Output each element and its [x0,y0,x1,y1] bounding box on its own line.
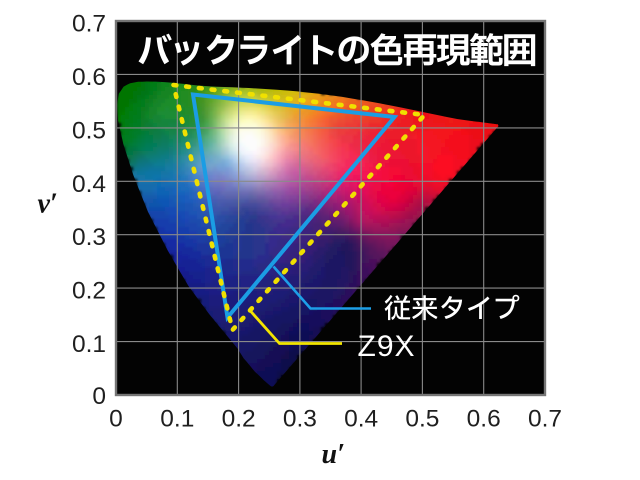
svg-text:0.7: 0.7 [72,11,106,38]
svg-text:0.7: 0.7 [528,406,562,433]
svg-text:0.4: 0.4 [72,171,106,198]
svg-text:0.2: 0.2 [222,406,256,433]
svg-text:0.2: 0.2 [72,278,106,305]
svg-text:0.5: 0.5 [405,406,439,433]
svg-text:0.1: 0.1 [72,331,106,358]
svg-text:0: 0 [92,383,106,410]
svg-text:0.6: 0.6 [467,406,501,433]
svg-text:0.6: 0.6 [72,64,106,91]
svg-text:0: 0 [109,406,123,433]
svg-text:u′: u′ [322,439,345,470]
svg-text:0.4: 0.4 [344,406,378,433]
svg-text:0.3: 0.3 [72,224,106,251]
svg-text:v′: v′ [38,189,58,220]
svg-text:0.3: 0.3 [283,406,317,433]
svg-text:0.5: 0.5 [72,117,106,144]
svg-text:Z9X: Z9X [358,330,416,363]
svg-text:0.1: 0.1 [160,406,194,433]
